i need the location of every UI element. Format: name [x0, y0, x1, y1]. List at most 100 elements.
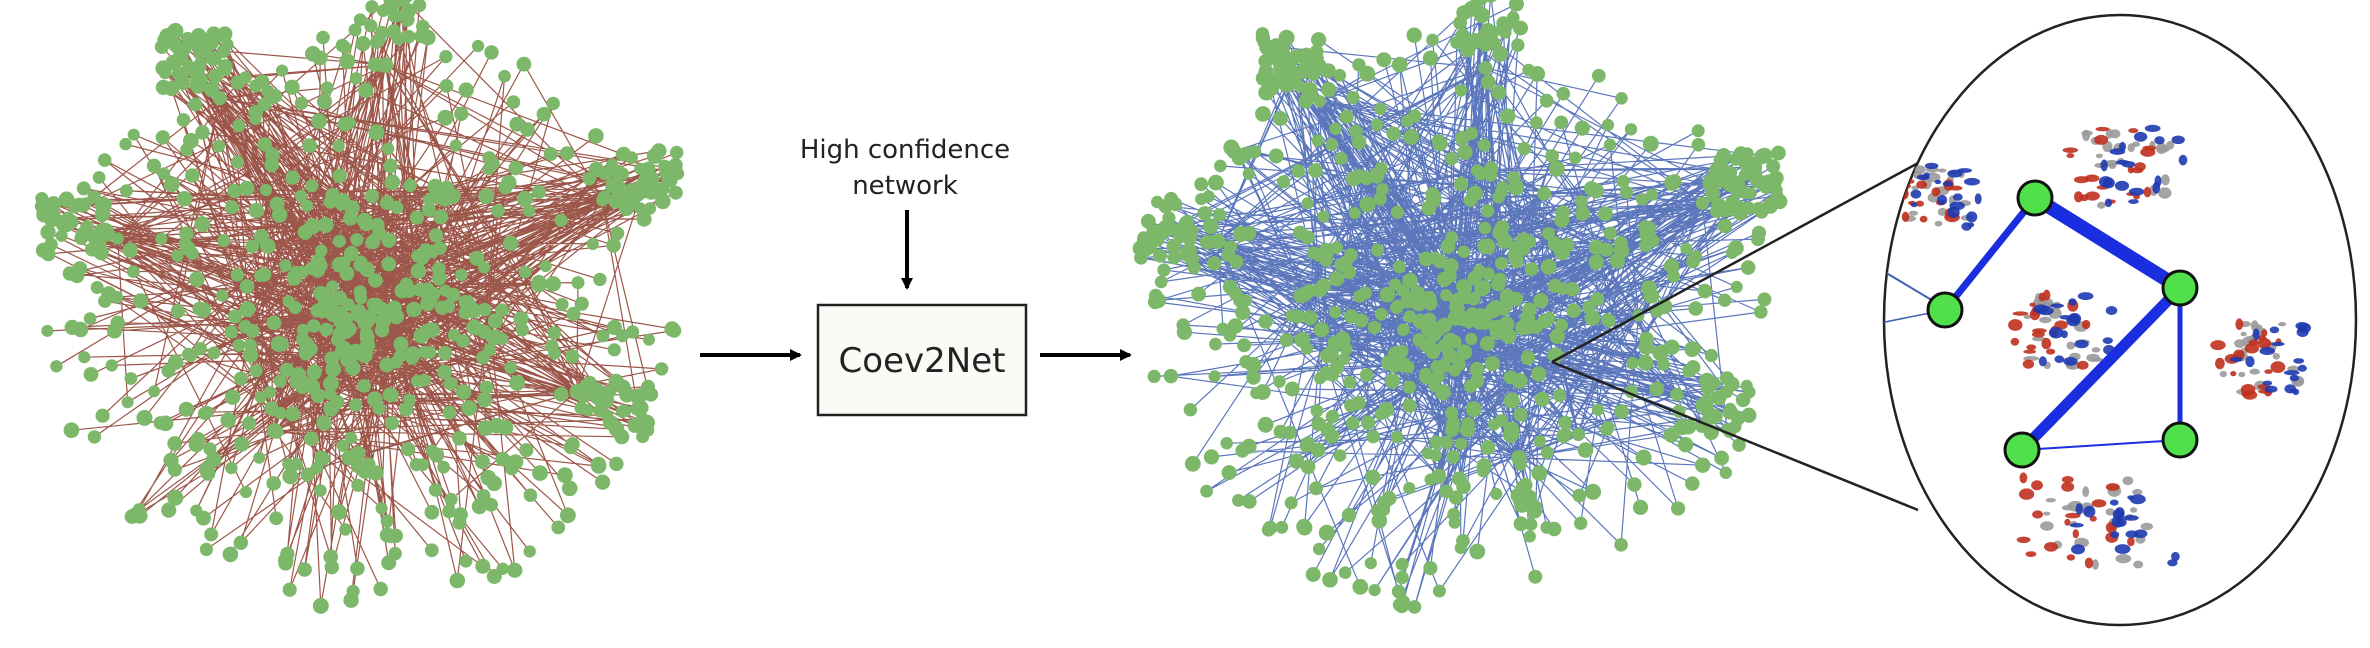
- zoom-node-3: [2161, 269, 2199, 307]
- network-node: [425, 444, 439, 457]
- network-node: [565, 349, 580, 364]
- network-node: [35, 192, 49, 205]
- network-node: [401, 442, 416, 457]
- network-node: [80, 220, 94, 234]
- network-node: [434, 300, 450, 315]
- network-node: [157, 167, 171, 180]
- network-node: [1146, 223, 1160, 237]
- network-node: [1367, 320, 1382, 335]
- network-node: [1457, 144, 1473, 160]
- network-node: [1359, 65, 1376, 82]
- network-node: [429, 228, 444, 243]
- network-node: [385, 416, 399, 431]
- network-node: [364, 19, 378, 33]
- network-node: [280, 546, 295, 561]
- network-node: [1309, 44, 1324, 59]
- network-node: [126, 265, 140, 278]
- network-node: [1208, 370, 1221, 383]
- network-node: [1542, 227, 1555, 240]
- network-node: [1717, 218, 1733, 234]
- network-node: [455, 268, 468, 282]
- zoom-edge-n1-n2: [1942, 195, 2038, 313]
- network-node: [1191, 286, 1206, 302]
- network-node: [608, 419, 623, 435]
- network-node: [566, 306, 581, 321]
- network-node: [1273, 424, 1288, 439]
- network-node: [1359, 196, 1376, 213]
- network-node: [1504, 421, 1520, 437]
- network-node: [1522, 489, 1537, 504]
- network-node: [196, 510, 211, 526]
- network-node: [1301, 197, 1314, 210]
- network-node: [561, 480, 578, 497]
- network-node: [1747, 160, 1763, 175]
- network-node: [331, 504, 347, 520]
- network-node: [1695, 196, 1709, 210]
- network-node: [279, 362, 295, 378]
- network-node: [351, 458, 366, 474]
- network-node: [404, 346, 421, 363]
- network-node: [55, 229, 68, 242]
- network-node: [1626, 356, 1639, 370]
- network-node: [1325, 409, 1340, 424]
- network-node: [1436, 317, 1452, 333]
- network-node: [1524, 518, 1538, 531]
- network-node: [1458, 281, 1472, 296]
- network-node: [1603, 138, 1617, 151]
- network-node: [1478, 221, 1492, 235]
- network-node: [377, 57, 394, 73]
- network-node: [1442, 258, 1459, 274]
- network-node: [459, 554, 473, 568]
- network-node: [1425, 190, 1442, 207]
- network-node: [319, 322, 334, 337]
- network-node: [1318, 524, 1335, 541]
- network-node: [1254, 384, 1271, 400]
- network-node: [1464, 379, 1478, 393]
- network-node: [1341, 507, 1357, 523]
- network-node: [254, 391, 267, 404]
- network-node: [87, 430, 102, 444]
- network-node: [1152, 248, 1167, 263]
- network-node: [478, 261, 491, 274]
- network-node: [1555, 205, 1571, 220]
- network-node: [1481, 204, 1495, 218]
- network-node: [1664, 258, 1680, 274]
- network-node: [655, 193, 671, 210]
- network-node: [77, 199, 91, 213]
- network-node: [582, 172, 596, 186]
- zoom-ellipse: [1882, 13, 2358, 627]
- network-node: [1333, 449, 1347, 462]
- network-node: [294, 189, 308, 203]
- network-node: [1235, 304, 1251, 320]
- network-node: [119, 184, 133, 198]
- network-node: [1454, 176, 1469, 192]
- network-node: [314, 484, 327, 497]
- network-node: [76, 181, 91, 196]
- network-node: [1500, 108, 1516, 124]
- network-node: [279, 259, 292, 272]
- network-node: [588, 128, 604, 144]
- network-node: [1364, 557, 1377, 570]
- network-node: [1346, 91, 1360, 105]
- network-node: [1419, 339, 1433, 353]
- network-node: [368, 124, 385, 141]
- network-node: [478, 188, 495, 205]
- network-node: [1463, 0, 1480, 17]
- network-node: [342, 321, 357, 337]
- network-node: [443, 376, 458, 391]
- network-node: [603, 384, 617, 398]
- network-node: [523, 488, 538, 503]
- network-node: [311, 113, 327, 129]
- network-node: [1284, 381, 1300, 397]
- network-node: [1616, 174, 1630, 188]
- network-node: [1682, 364, 1696, 378]
- network-node: [1476, 314, 1493, 330]
- network-node: [1338, 255, 1353, 270]
- network-node: [110, 315, 125, 330]
- network-node: [1148, 294, 1163, 310]
- network-node: [479, 380, 494, 395]
- network-node: [1242, 494, 1257, 509]
- network-node: [1457, 245, 1471, 258]
- network-node: [406, 301, 422, 318]
- network-node: [1137, 231, 1151, 245]
